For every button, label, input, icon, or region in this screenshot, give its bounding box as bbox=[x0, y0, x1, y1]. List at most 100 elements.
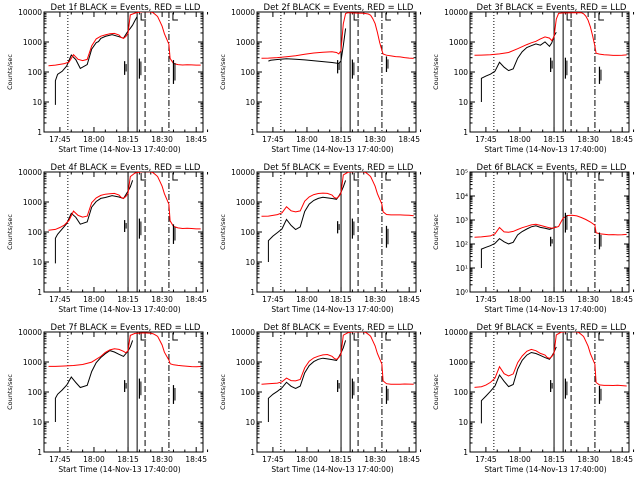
detector-plot-1: Det 1f BLACK = Events, RED = LLD 1 10 100 10… bbox=[0, 0, 213, 160]
plot-area bbox=[48, 332, 201, 452]
bracket-mark bbox=[353, 13, 360, 21]
x-tick-label: 18:30 bbox=[577, 135, 599, 144]
y-tick-label: 1000 bbox=[23, 358, 42, 367]
x-tick-label: 18:45 bbox=[398, 135, 420, 144]
x-tick-label: 17:45 bbox=[49, 455, 71, 464]
x-axis-label: Start Time (14-Nov-13 17:40:00) bbox=[58, 145, 180, 154]
x-tick-label: 18:15 bbox=[330, 455, 352, 464]
chart-title: Det 1f BLACK = Events, RED = LLD bbox=[51, 3, 201, 13]
x-tick-label: 18:00 bbox=[83, 455, 105, 464]
chart-title: Det 5f BLACK = Events, RED = LLD bbox=[264, 163, 414, 173]
series-lld-red bbox=[474, 12, 627, 56]
x-tick-label: 17:45 bbox=[475, 295, 497, 304]
bracket-mark bbox=[598, 333, 604, 341]
chart-title: Det 4f BLACK = Events, RED = LLD bbox=[51, 163, 201, 173]
y-axis-label: Counts/sec bbox=[6, 214, 14, 250]
chart-title: Det 8f BLACK = Events, RED = LLD bbox=[264, 323, 414, 333]
chart-svg: Det 5f BLACK = Events, RED = LLD 1 10 100 10… bbox=[219, 163, 422, 314]
y-tick-label: 1 bbox=[250, 448, 255, 457]
y-tick-label: 1 bbox=[250, 288, 255, 297]
x-tick-label: 18:30 bbox=[151, 295, 173, 304]
plot-area bbox=[48, 12, 201, 132]
x-tick-label: 18:00 bbox=[296, 455, 318, 464]
series-events-black bbox=[480, 31, 557, 102]
x-tick-label: 18:30 bbox=[364, 455, 386, 464]
x-tick-label: 17:45 bbox=[475, 455, 497, 464]
detector-plot-2: Det 2f BLACK = Events, RED = LLD 1 10 100 10… bbox=[213, 0, 426, 160]
x-tick-label: 18:30 bbox=[151, 455, 173, 464]
y-tick-label: 1000 bbox=[236, 198, 255, 207]
series-lld-red bbox=[48, 172, 201, 231]
chart-svg: Det 8f BLACK = Events, RED = LLD 1 10 100 10… bbox=[219, 323, 422, 474]
chart-svg: Det 7f BLACK = Events, RED = LLD 1 10 100 10… bbox=[6, 323, 209, 474]
plot-area bbox=[474, 12, 627, 132]
detector-plot-8: Det 8f BLACK = Events, RED = LLD 1 10 100 10… bbox=[213, 320, 426, 480]
x-tick-label: 18:15 bbox=[543, 135, 565, 144]
x-tick-label: 18:00 bbox=[296, 135, 318, 144]
y-axis-label: Counts/sec bbox=[219, 374, 227, 410]
bracket-mark bbox=[353, 173, 360, 181]
x-tick-label: 18:45 bbox=[611, 135, 633, 144]
plot-area bbox=[48, 172, 201, 292]
detector-plot-6: Det 6f BLACK = Events, RED = LLD 10⁰ 10¹ 10… bbox=[426, 160, 639, 320]
y-tick-label: 10² bbox=[455, 240, 468, 249]
detector-plot-5: Det 5f BLACK = Events, RED = LLD 1 10 100 10… bbox=[213, 160, 426, 320]
bracket-mark bbox=[172, 13, 178, 21]
x-tick-label: 18:15 bbox=[330, 295, 352, 304]
bracket-mark bbox=[353, 333, 360, 341]
series-lld-red bbox=[474, 332, 627, 388]
y-tick-label: 1000 bbox=[236, 358, 255, 367]
y-tick-label: 10 bbox=[32, 98, 42, 107]
y-tick-label: 10 bbox=[458, 98, 468, 107]
x-tick-label: 18:15 bbox=[117, 455, 139, 464]
x-tick-label: 17:45 bbox=[262, 295, 284, 304]
x-axis-label: Start Time (14-Nov-13 17:40:00) bbox=[484, 465, 606, 474]
x-tick-label: 18:45 bbox=[611, 455, 633, 464]
x-tick-label: 18:30 bbox=[151, 135, 173, 144]
chart-title: Det 9f BLACK = Events, RED = LLD bbox=[477, 323, 627, 333]
y-tick-label: 10¹ bbox=[455, 264, 468, 273]
y-tick-label: 1000 bbox=[23, 198, 42, 207]
x-tick-label: 17:45 bbox=[49, 135, 71, 144]
x-tick-label: 18:15 bbox=[117, 135, 139, 144]
y-tick-label: 10000 bbox=[231, 328, 255, 337]
y-tick-label: 10000 bbox=[231, 8, 255, 17]
y-tick-label: 100 bbox=[454, 388, 469, 397]
chart-title: Det 2f BLACK = Events, RED = LLD bbox=[264, 3, 414, 13]
series-events-black bbox=[480, 346, 557, 424]
x-tick-label: 18:45 bbox=[398, 295, 420, 304]
bracket-mark bbox=[385, 333, 391, 341]
y-tick-label: 10 bbox=[245, 418, 255, 427]
y-tick-label: 10 bbox=[32, 418, 42, 427]
y-tick-label: 10 bbox=[458, 418, 468, 427]
y-tick-label: 1 bbox=[37, 288, 42, 297]
bracket-mark bbox=[172, 333, 178, 341]
series-lld-red bbox=[48, 332, 201, 368]
y-tick-label: 10 bbox=[245, 258, 255, 267]
bracket-mark bbox=[566, 333, 573, 341]
chart-title: Det 3f BLACK = Events, RED = LLD bbox=[477, 3, 627, 13]
series-lld-red bbox=[261, 172, 414, 217]
bracket-mark bbox=[598, 13, 604, 21]
series-events-black bbox=[268, 28, 347, 65]
y-tick-label: 10³ bbox=[455, 216, 468, 225]
chart-svg: Det 1f BLACK = Events, RED = LLD 1 10 100 10… bbox=[6, 3, 209, 154]
y-tick-label: 10⁴ bbox=[455, 192, 468, 201]
x-tick-label: 18:30 bbox=[364, 135, 386, 144]
series-events-black bbox=[267, 340, 347, 422]
y-tick-label: 10 bbox=[245, 98, 255, 107]
bracket-mark bbox=[598, 173, 604, 181]
bracket-mark bbox=[566, 13, 573, 21]
x-tick-label: 18:00 bbox=[83, 135, 105, 144]
y-axis-label: Counts/sec bbox=[219, 54, 227, 90]
y-tick-label: 1000 bbox=[236, 38, 255, 47]
x-axis-label: Start Time (14-Nov-13 17:40:00) bbox=[58, 305, 180, 314]
x-axis-label: Start Time (14-Nov-13 17:40:00) bbox=[271, 145, 393, 154]
x-tick-label: 18:00 bbox=[83, 295, 105, 304]
y-tick-label: 1 bbox=[37, 448, 42, 457]
y-tick-label: 100 bbox=[241, 388, 256, 397]
y-tick-label: 100 bbox=[241, 68, 256, 77]
y-tick-label: 10⁵ bbox=[455, 168, 468, 177]
x-tick-label: 18:30 bbox=[577, 295, 599, 304]
